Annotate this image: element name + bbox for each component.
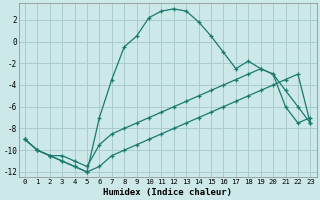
X-axis label: Humidex (Indice chaleur): Humidex (Indice chaleur): [103, 188, 232, 197]
